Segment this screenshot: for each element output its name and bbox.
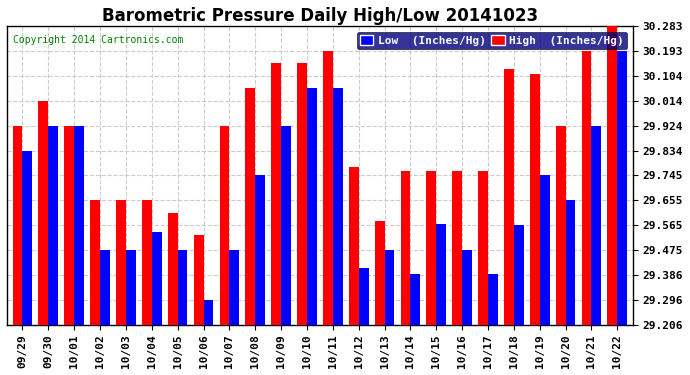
Bar bbox=[607, 27, 618, 325]
Bar bbox=[271, 63, 281, 325]
Bar bbox=[591, 126, 601, 325]
Bar bbox=[488, 274, 497, 325]
Bar bbox=[514, 225, 524, 325]
Bar bbox=[90, 200, 100, 325]
Bar bbox=[12, 126, 23, 325]
Bar bbox=[75, 126, 84, 325]
Bar bbox=[23, 151, 32, 325]
Bar bbox=[401, 171, 411, 325]
Bar bbox=[255, 176, 265, 325]
Bar bbox=[582, 51, 591, 325]
Bar bbox=[246, 88, 255, 325]
Bar bbox=[100, 250, 110, 325]
Bar bbox=[618, 51, 627, 325]
Bar bbox=[540, 176, 549, 325]
Bar bbox=[229, 250, 239, 325]
Bar bbox=[530, 74, 540, 325]
Bar bbox=[478, 171, 488, 325]
Bar bbox=[297, 63, 307, 325]
Bar bbox=[116, 200, 126, 325]
Bar bbox=[426, 171, 436, 325]
Bar bbox=[219, 126, 229, 325]
Bar bbox=[39, 101, 48, 325]
Bar bbox=[194, 235, 204, 325]
Bar bbox=[375, 221, 384, 325]
Bar bbox=[204, 300, 213, 325]
Bar bbox=[48, 126, 58, 325]
Bar bbox=[333, 88, 343, 325]
Bar bbox=[126, 250, 136, 325]
Bar bbox=[384, 250, 395, 325]
Bar bbox=[168, 213, 177, 325]
Bar bbox=[323, 51, 333, 325]
Bar bbox=[177, 250, 188, 325]
Bar bbox=[64, 126, 75, 325]
Text: Copyright 2014 Cartronics.com: Copyright 2014 Cartronics.com bbox=[13, 36, 184, 45]
Bar bbox=[281, 126, 291, 325]
Bar bbox=[555, 126, 566, 325]
Bar bbox=[436, 224, 446, 325]
Bar bbox=[566, 200, 575, 325]
Title: Barometric Pressure Daily High/Low 20141023: Barometric Pressure Daily High/Low 20141… bbox=[102, 7, 538, 25]
Bar bbox=[504, 69, 514, 325]
Bar bbox=[359, 268, 368, 325]
Bar bbox=[142, 200, 152, 325]
Bar bbox=[307, 88, 317, 325]
Bar bbox=[453, 171, 462, 325]
Bar bbox=[152, 232, 161, 325]
Bar bbox=[411, 274, 420, 325]
Bar bbox=[349, 167, 359, 325]
Bar bbox=[462, 250, 472, 325]
Legend: Low  (Inches/Hg), High  (Inches/Hg): Low (Inches/Hg), High (Inches/Hg) bbox=[357, 32, 627, 50]
